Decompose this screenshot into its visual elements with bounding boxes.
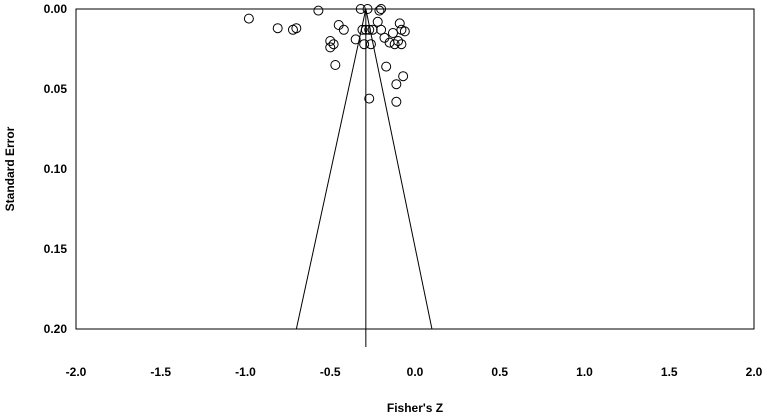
data-points (243, 4, 410, 107)
plot-area-frame (75, 8, 755, 330)
data-point (333, 20, 344, 30)
funnel-right-line (365, 8, 433, 330)
data-point (364, 24, 375, 35)
data-point (325, 36, 336, 46)
data-point (350, 34, 361, 45)
y-tick-label: 0.15 (44, 242, 68, 256)
data-point (291, 23, 302, 34)
data-point (365, 39, 376, 50)
data-point (338, 24, 349, 35)
x-tick-label: -2.0 (66, 365, 87, 379)
x-axis-ticks: -2.0 -1.5 -1.0 -0.5 0.0 0.5 1.0 1.5 2.0 (66, 365, 763, 379)
data-point (362, 4, 373, 14)
data-point (393, 36, 404, 46)
data-point (376, 4, 387, 14)
y-tick-label: 0.00 (44, 2, 68, 16)
x-tick-label: 0.5 (491, 365, 508, 379)
y-axis-ticks: 0.00 0.05 0.10 0.15 0.20 (44, 2, 68, 336)
data-point (394, 18, 405, 29)
y-axis-title: Standard Error (3, 126, 17, 211)
x-tick-label: -0.5 (320, 365, 341, 379)
x-tick-label: 1.0 (576, 365, 593, 379)
data-point (357, 24, 368, 35)
data-point (360, 24, 371, 35)
data-point (379, 32, 390, 43)
data-point (355, 4, 366, 14)
data-point (367, 24, 378, 35)
data-point (391, 96, 402, 107)
x-tick-label: 1.5 (661, 365, 678, 379)
data-point (328, 39, 339, 50)
data-point (364, 93, 375, 104)
data-point (389, 39, 400, 50)
data-point (374, 5, 385, 16)
y-tick-label: 0.20 (44, 322, 68, 336)
x-tick-label: -1.0 (235, 365, 256, 379)
funnel-left-line (295, 8, 367, 330)
y-tick-label: 0.05 (44, 82, 68, 96)
data-point (359, 39, 370, 50)
data-point (391, 79, 402, 90)
data-point (399, 26, 410, 37)
data-point (387, 28, 398, 38)
y-tick-label: 0.10 (44, 162, 68, 176)
x-tick-label: -1.5 (150, 365, 171, 379)
data-point (325, 42, 336, 53)
data-point (384, 37, 395, 48)
funnel-lines (295, 8, 433, 347)
x-tick-label: 0.0 (407, 365, 424, 379)
data-point (313, 5, 324, 16)
data-point (272, 23, 283, 34)
data-point (396, 39, 407, 50)
data-point (398, 71, 409, 82)
x-tick-label: 2.0 (746, 365, 763, 379)
x-axis-title: Fisher's Z (387, 401, 443, 415)
data-point (243, 13, 254, 24)
data-point (381, 61, 392, 72)
data-point (330, 60, 341, 70)
